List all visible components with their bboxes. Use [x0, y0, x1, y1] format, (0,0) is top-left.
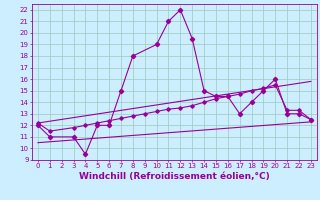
X-axis label: Windchill (Refroidissement éolien,°C): Windchill (Refroidissement éolien,°C)	[79, 172, 270, 181]
